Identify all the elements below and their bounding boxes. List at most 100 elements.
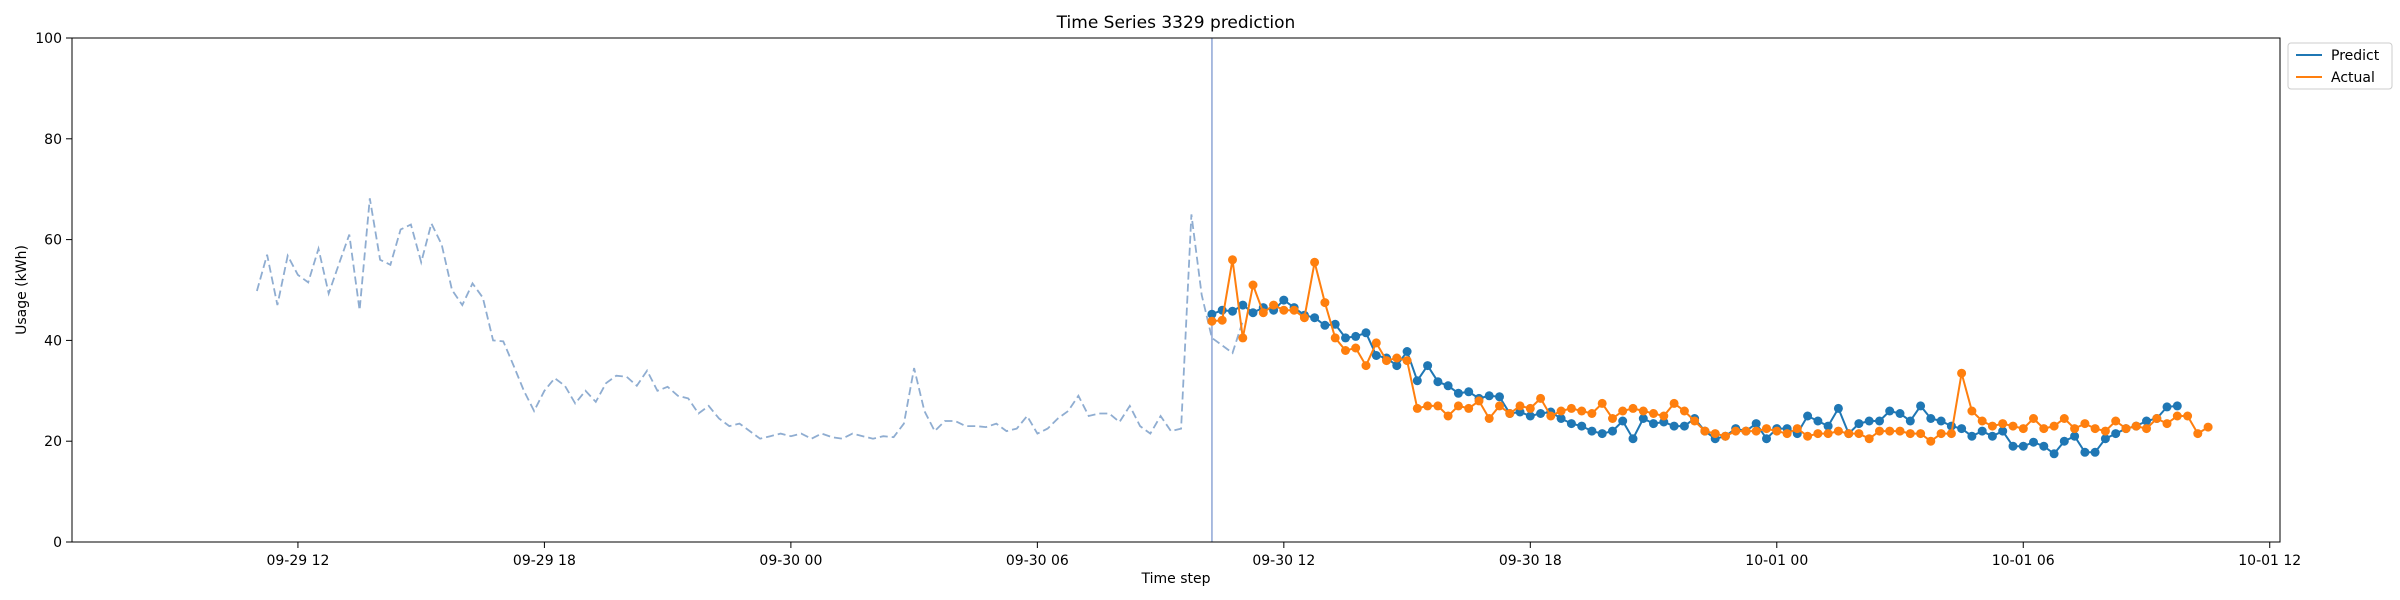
- actual-point: [1484, 414, 1494, 423]
- actual-point: [1741, 426, 1751, 436]
- predict-point: [1310, 313, 1320, 323]
- predict-point: [1351, 331, 1361, 341]
- actual-point: [1649, 409, 1658, 418]
- predict-point: [2018, 441, 2028, 451]
- y-tick-label: 20: [44, 434, 62, 450]
- actual-point: [1330, 333, 1340, 343]
- actual-point: [1536, 393, 1546, 403]
- predict-point: [1803, 411, 1813, 421]
- predict-point: [1854, 419, 1864, 429]
- x-tick-label: 09-30 00: [759, 553, 822, 569]
- predict-point: [1412, 376, 1422, 386]
- actual-point: [2162, 419, 2172, 429]
- predict-point: [1525, 411, 1535, 421]
- history-line: [256, 198, 1244, 440]
- actual-point: [1792, 424, 1802, 434]
- actual-point: [2203, 422, 2213, 432]
- predict-point: [2059, 436, 2069, 446]
- plot-frame: [71, 37, 2281, 543]
- predict-point: [1484, 391, 1494, 401]
- x-tick-label: 10-01 00: [1745, 553, 1808, 569]
- legend-predict-label: Predict: [2331, 48, 2380, 64]
- predict-point: [1885, 406, 1895, 416]
- y-tick-label: 40: [44, 333, 62, 349]
- predict-point: [1495, 392, 1504, 402]
- actual-point: [1238, 333, 1248, 343]
- actual-point: [1382, 356, 1391, 366]
- actual-point: [1248, 280, 1258, 290]
- actual-point: [1885, 426, 1895, 436]
- y-tick-label: 60: [44, 233, 62, 249]
- actual-point: [1762, 424, 1771, 434]
- actual-point: [1905, 429, 1915, 439]
- actual-point: [1474, 396, 1484, 406]
- actual-point: [1207, 316, 1217, 326]
- predict-point: [1597, 429, 1607, 439]
- actual-point: [1412, 403, 1422, 413]
- predict-point: [1320, 320, 1330, 330]
- predict-point: [2111, 429, 2121, 439]
- actual-point: [2018, 424, 2028, 434]
- x-tick-label: 09-30 12: [1252, 553, 1315, 569]
- actual-point: [1864, 434, 1874, 444]
- actual-point: [1946, 429, 1956, 439]
- actual-point: [2029, 414, 2038, 423]
- actual-point: [1453, 401, 1463, 411]
- predict-point: [1279, 295, 1289, 305]
- actual-point: [1505, 409, 1515, 418]
- actual-point: [1258, 308, 1268, 318]
- predict-point: [2080, 447, 2090, 457]
- actual-point: [1628, 403, 1638, 413]
- legend-actual-label: Actual: [2331, 70, 2375, 86]
- actual-point: [1895, 426, 1905, 436]
- actual-point: [1782, 429, 1792, 439]
- predict-point: [2049, 449, 2059, 459]
- actual-point: [1679, 406, 1689, 416]
- actual-point: [1998, 419, 2008, 429]
- actual-point: [1228, 255, 1237, 265]
- actual-point: [2008, 421, 2018, 431]
- actual-point: [1587, 409, 1597, 418]
- actual-point: [1279, 305, 1289, 315]
- predict-point: [1977, 426, 1987, 436]
- actual-point: [2152, 414, 2162, 423]
- actual-point: [1525, 403, 1535, 413]
- actual-point: [1299, 313, 1309, 323]
- predict-point: [1751, 419, 1761, 429]
- predict-point: [2070, 431, 2080, 441]
- y-tick-label: 80: [44, 132, 62, 148]
- predict-point: [2029, 437, 2038, 447]
- predict-point: [1228, 306, 1237, 316]
- actual-point: [2111, 416, 2121, 426]
- actual-point: [2142, 424, 2151, 434]
- predict-point: [1813, 416, 1823, 426]
- actual-point: [1320, 298, 1330, 308]
- predict-point: [1669, 421, 1679, 431]
- actual-point: [2121, 424, 2131, 434]
- predict-point: [2172, 401, 2182, 411]
- predict-point: [1875, 416, 1884, 426]
- predict-point: [2142, 416, 2151, 426]
- predict-point: [1556, 414, 1566, 423]
- actual-point: [1464, 403, 1474, 413]
- actual-point: [1916, 429, 1926, 439]
- actual-point: [1289, 305, 1299, 315]
- actual-point: [2070, 424, 2080, 434]
- predict-point: [1464, 387, 1474, 397]
- actual-point: [2193, 429, 2203, 439]
- actual-point: [1351, 343, 1361, 353]
- actual-point: [1720, 431, 1730, 441]
- predict-point: [1905, 416, 1915, 426]
- actual-point: [1423, 401, 1433, 411]
- actual-point: [1987, 421, 1997, 431]
- actual-point: [1772, 426, 1782, 436]
- predict-point: [1443, 381, 1453, 391]
- actual-point: [1269, 300, 1279, 310]
- chart-title: Time Series 3329 prediction: [1056, 13, 1296, 33]
- actual-point: [1977, 416, 1987, 426]
- predict-point: [1433, 377, 1443, 387]
- actual-point: [1669, 398, 1679, 408]
- actual-point: [1833, 426, 1843, 436]
